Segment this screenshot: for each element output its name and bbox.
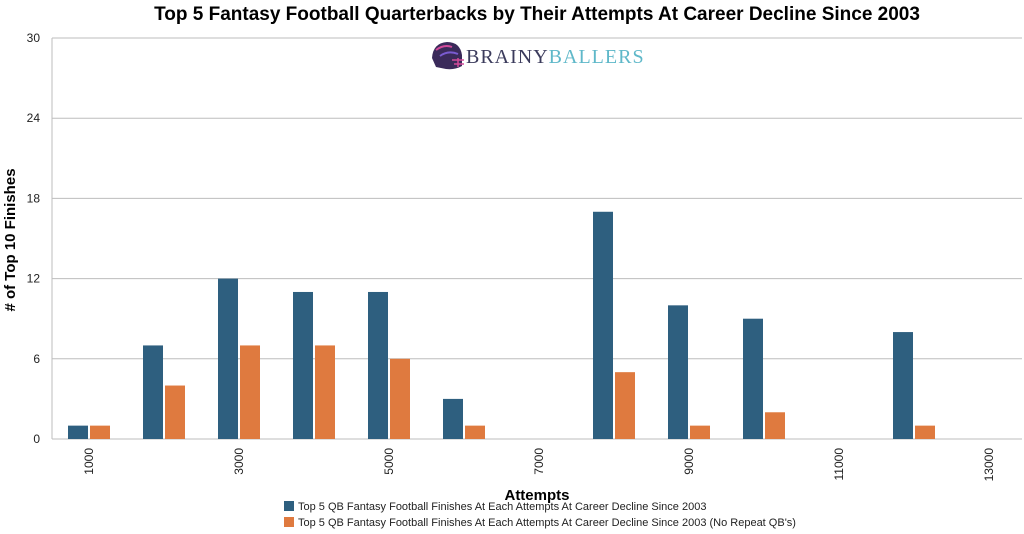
x-axis-ticks: 1000 3000 5000 7000 9000 11000 13000 <box>82 448 996 482</box>
bar-series-1-8000 <box>593 211 613 439</box>
y-tick-label: 18 <box>27 191 41 205</box>
bar-series-2-10000 <box>765 412 785 439</box>
bar-series-1-3000 <box>218 278 238 439</box>
bar-series-2-3000 <box>240 345 260 439</box>
x-tick-label: 13000 <box>982 448 996 482</box>
y-tick-label: 0 <box>33 432 40 446</box>
bar-series-1-2000 <box>143 345 163 439</box>
x-tick-label: 3000 <box>232 448 246 475</box>
y-tick-label: 30 <box>27 31 41 45</box>
grid <box>51 37 1022 440</box>
logo-word-brainy: BRAINY <box>466 46 549 68</box>
bar-series-1-1000 <box>68 425 88 439</box>
bar-series-1-6000 <box>443 398 463 439</box>
logo-word-ballers: BALLERS <box>549 46 645 68</box>
bar-series-2-6000 <box>465 425 485 439</box>
chart-title: Top 5 Fantasy Football Quarterbacks by T… <box>154 4 920 25</box>
football-helmet-icon <box>432 42 464 70</box>
brand-logo: BRAINYBALLERS <box>432 42 645 70</box>
x-tick-label: 1000 <box>82 448 96 475</box>
bar-series-2-12000 <box>915 425 935 439</box>
legend: Top 5 QB Fantasy Football Finishes At Ea… <box>284 501 796 529</box>
bar-series-2-8000 <box>615 372 635 439</box>
y-tick-label: 6 <box>33 352 40 366</box>
bar-series-1-9000 <box>668 305 688 439</box>
x-tick-label: 5000 <box>382 448 396 475</box>
legend-swatch-2 <box>284 517 294 527</box>
x-tick-label: 11000 <box>832 448 846 481</box>
bar-series-1-12000 <box>893 332 913 439</box>
bar-series-2-1000 <box>90 425 110 439</box>
legend-label-2: Top 5 QB Fantasy Football Finishes At Ea… <box>298 517 796 529</box>
svg-text:BRAINYBALLERS: BRAINYBALLERS <box>466 46 645 68</box>
legend-label-1: Top 5 QB Fantasy Football Finishes At Ea… <box>298 501 706 513</box>
x-tick-label: 9000 <box>682 448 696 475</box>
y-tick-label: 24 <box>27 111 41 125</box>
y-axis-ticks: 0 6 12 18 24 30 <box>27 31 41 446</box>
legend-swatch-1 <box>284 501 294 511</box>
y-tick-label: 12 <box>27 272 41 286</box>
x-axis-label: Attempts <box>504 487 569 504</box>
bar-series-2-9000 <box>690 425 710 439</box>
bar-series-2-4000 <box>315 345 335 439</box>
bars <box>68 211 935 439</box>
bar-series-2-5000 <box>390 358 410 439</box>
bar-series-1-10000 <box>743 318 763 439</box>
bar-series-1-4000 <box>293 291 313 439</box>
y-axis-label: # of Top 10 Finishes <box>2 168 19 311</box>
bar-series-2-2000 <box>165 385 185 439</box>
bar-series-1-5000 <box>368 291 388 439</box>
x-tick-label: 7000 <box>532 448 546 475</box>
